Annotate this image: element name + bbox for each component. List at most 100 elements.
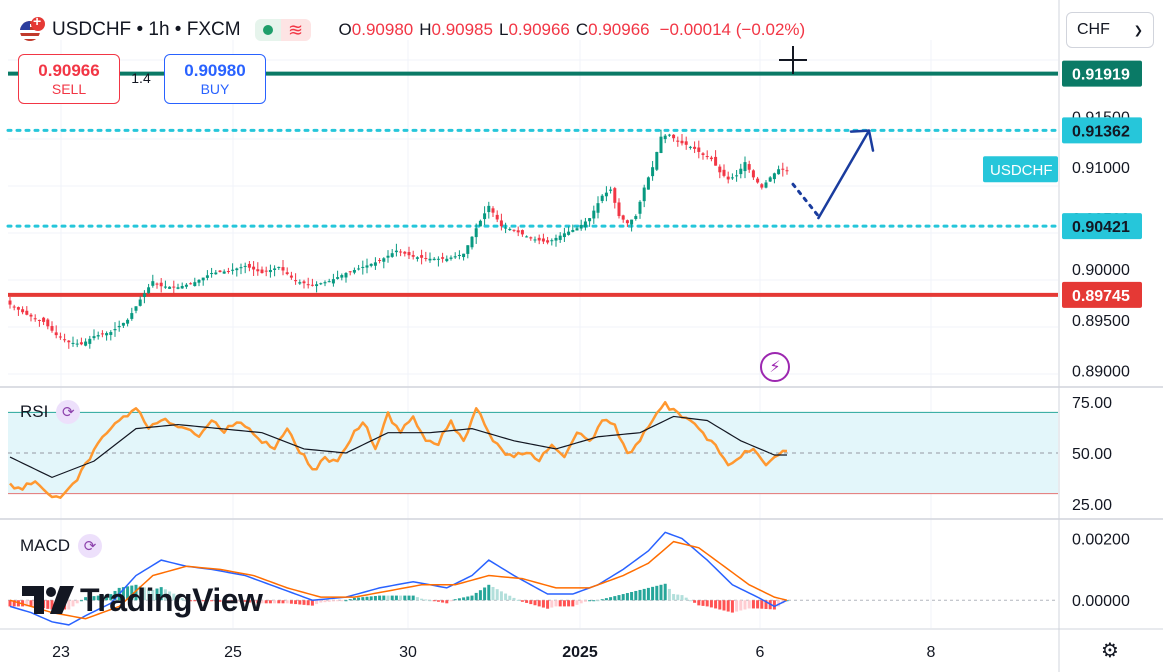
candle xyxy=(470,236,474,248)
candle xyxy=(378,259,382,261)
candle xyxy=(88,338,92,344)
candle xyxy=(302,281,306,284)
macd-histogram-bar xyxy=(344,600,348,602)
lightning-icon[interactable]: ⚡ xyxy=(760,352,790,382)
macd-histogram-bar xyxy=(390,595,394,601)
macd-histogram-bar xyxy=(604,598,608,601)
candle xyxy=(604,192,608,197)
macd-histogram-bar xyxy=(625,593,629,601)
candle xyxy=(588,218,592,222)
candle xyxy=(193,282,197,287)
candle xyxy=(571,229,575,232)
macd-histogram-bar xyxy=(373,595,377,601)
candle xyxy=(512,229,516,231)
macd-histogram-bar xyxy=(546,600,550,609)
macd-histogram-bar xyxy=(478,590,482,601)
macd-histogram-bar xyxy=(336,600,340,602)
candle xyxy=(373,262,377,266)
macd-histogram-bar xyxy=(155,588,159,601)
macd-histogram-bar xyxy=(516,599,520,601)
candle xyxy=(205,275,209,278)
candle xyxy=(483,213,487,220)
macd-histogram-bar xyxy=(457,598,461,601)
candle xyxy=(21,309,25,313)
candle xyxy=(126,319,130,324)
macd-histogram-bar xyxy=(46,600,50,609)
macd-histogram-bar xyxy=(172,593,176,601)
sell-price: 0.90966 xyxy=(38,61,100,80)
candle xyxy=(369,263,373,266)
macd-histogram-bar xyxy=(688,600,692,602)
settings-gear-icon[interactable]: ⚙ xyxy=(1101,639,1119,662)
candle xyxy=(8,300,12,305)
close-value: 0.90966 xyxy=(588,20,650,39)
macd-histogram-bar xyxy=(634,590,638,601)
macd-histogram-bar xyxy=(483,587,487,601)
candle xyxy=(37,319,41,321)
candle xyxy=(138,299,142,306)
macd-histogram-bar xyxy=(403,595,407,601)
macd-histogram-bar xyxy=(655,585,659,601)
macd-histogram-bar xyxy=(92,596,96,601)
macd-pane-label[interactable]: MACD ⟳ xyxy=(20,534,103,558)
market-open-status-icon[interactable] xyxy=(254,19,281,41)
candle xyxy=(357,268,361,270)
chevron-down-icon: ❯ xyxy=(1133,24,1143,37)
buy-price: 0.90980 xyxy=(184,61,246,80)
macd-histogram-bar xyxy=(474,592,478,601)
candle xyxy=(71,342,75,344)
candle xyxy=(709,157,713,160)
candle xyxy=(231,269,235,271)
macd-histogram-bar xyxy=(420,598,424,601)
price-axis-tick: 0.90000 xyxy=(1072,262,1130,279)
macd-histogram-bar xyxy=(264,600,268,604)
macd-histogram-bar xyxy=(331,600,335,602)
candle xyxy=(117,325,121,328)
currency-select[interactable]: CHF ❯ xyxy=(1066,12,1154,48)
change-value: −0.00014 (−0.02%) xyxy=(659,20,806,39)
macd-histogram-bar xyxy=(310,600,314,606)
candle xyxy=(327,281,331,283)
macd-histogram-bar xyxy=(382,595,386,601)
macd-histogram-bar xyxy=(273,600,277,604)
arrow-head xyxy=(849,129,875,152)
candle xyxy=(331,279,335,284)
candle xyxy=(16,307,20,310)
candle xyxy=(29,314,33,317)
wave-icon[interactable]: ≋ xyxy=(280,19,311,41)
candle xyxy=(67,340,71,343)
macd-histogram-bar xyxy=(470,595,474,601)
macd-histogram-bar xyxy=(525,600,529,603)
buy-button[interactable]: 0.90980 BUY xyxy=(164,54,266,104)
candle xyxy=(289,275,293,278)
sell-button[interactable]: 0.90966 SELL xyxy=(18,54,120,104)
candle xyxy=(201,277,205,281)
macd-histogram-bar xyxy=(541,600,545,608)
candle xyxy=(684,141,688,145)
candle xyxy=(676,140,680,142)
candle xyxy=(667,134,671,136)
macd-histogram-bar xyxy=(583,600,587,602)
macd-line xyxy=(9,531,788,626)
rsi-pane-label[interactable]: RSI ⟳ xyxy=(20,400,81,424)
candle xyxy=(672,134,676,139)
candle xyxy=(210,273,214,275)
candle xyxy=(344,273,348,278)
candle xyxy=(172,286,176,288)
macd-histogram-bar xyxy=(12,600,16,607)
macd-histogram-bar xyxy=(348,599,352,601)
candle xyxy=(218,270,222,273)
refresh-icon[interactable]: ⟳ xyxy=(56,400,81,424)
macd-histogram-bar xyxy=(205,600,209,602)
macd-histogram-bar xyxy=(537,600,541,607)
refresh-icon[interactable]: ⟳ xyxy=(78,534,103,558)
candle xyxy=(226,271,230,273)
candle xyxy=(781,168,785,170)
candle xyxy=(273,268,277,270)
candle xyxy=(247,263,251,268)
symbol-title[interactable]: USDCHF • 1h • FXCM xyxy=(52,19,241,40)
price-axis-tick: 0.89500 xyxy=(1072,313,1130,330)
macd-histogram-bar xyxy=(642,588,646,601)
macd-histogram-bar xyxy=(277,600,281,604)
